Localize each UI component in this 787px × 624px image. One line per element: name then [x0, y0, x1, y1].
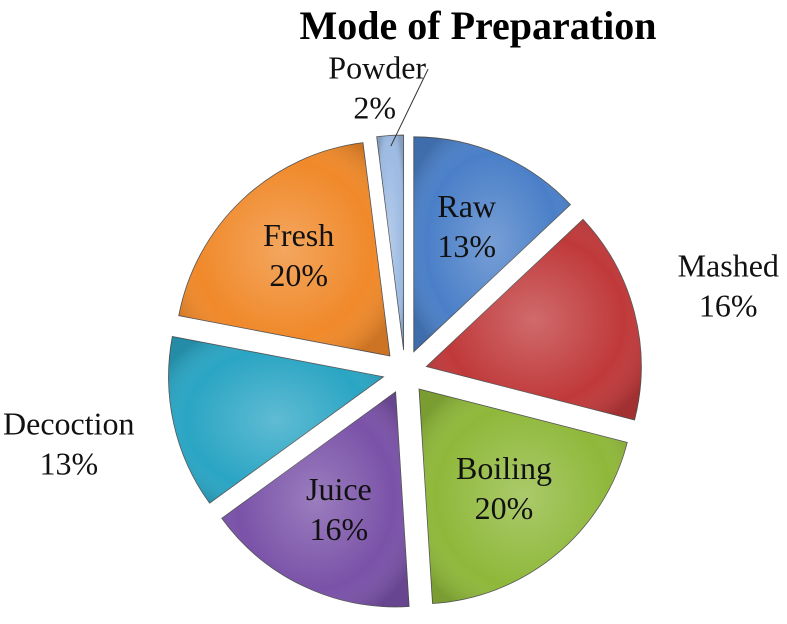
slice-value-label: 20%: [269, 257, 328, 293]
slice-value-label: 13%: [39, 445, 98, 481]
slice-label: Boiling: [456, 450, 552, 486]
slice-value-label: 13%: [437, 228, 496, 264]
slice-label: Decoction: [3, 405, 135, 441]
chart-title: Mode of Preparation: [300, 3, 657, 48]
slice-value-label: 20%: [475, 490, 534, 526]
slice-label: Mashed: [678, 247, 779, 283]
slice-value-label: 2%: [353, 89, 396, 125]
leader-line: [390, 68, 429, 147]
slice-value-label: 16%: [310, 511, 369, 547]
slice-label: Fresh: [263, 217, 334, 253]
slice-label: Juice: [306, 471, 372, 507]
slice-label: Raw: [437, 188, 496, 224]
slice-value-label: 16%: [699, 287, 758, 323]
slice-label: Powder: [328, 49, 426, 85]
